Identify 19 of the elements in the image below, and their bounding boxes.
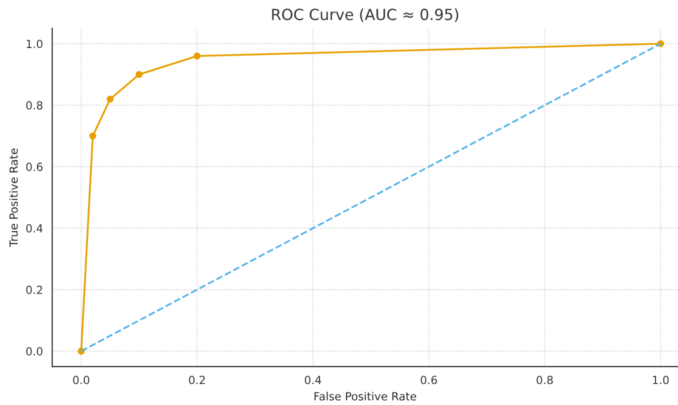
x-axis-title: False Positive Rate	[314, 392, 416, 400]
point	[136, 70, 143, 78]
x-tick-label: 0.2	[188, 376, 205, 384]
y-axis-title: True Positive Rate	[9, 148, 18, 247]
x-tick-label: 0.8	[536, 376, 553, 384]
x-tick-label: 0.0	[73, 376, 90, 384]
y-tick-label: 0.6	[26, 162, 42, 172]
y-tick-label: 0.4	[26, 224, 43, 233]
point	[89, 132, 96, 140]
x-tick-label: 1.0	[653, 376, 669, 384]
y-tick-label: 0.8	[26, 101, 42, 110]
chart-title: ROC Curve (AUC ≈ 0.95)	[272, 8, 458, 22]
y-tick-label: 0.0	[26, 347, 42, 356]
y-tick-label: 1.0	[26, 40, 42, 48]
x-tick-label: 0.6	[420, 376, 437, 384]
y-tick-label: 0.2	[26, 286, 42, 294]
point	[194, 52, 201, 60]
point	[106, 96, 114, 103]
x-tick-label: 0.4	[304, 376, 322, 384]
